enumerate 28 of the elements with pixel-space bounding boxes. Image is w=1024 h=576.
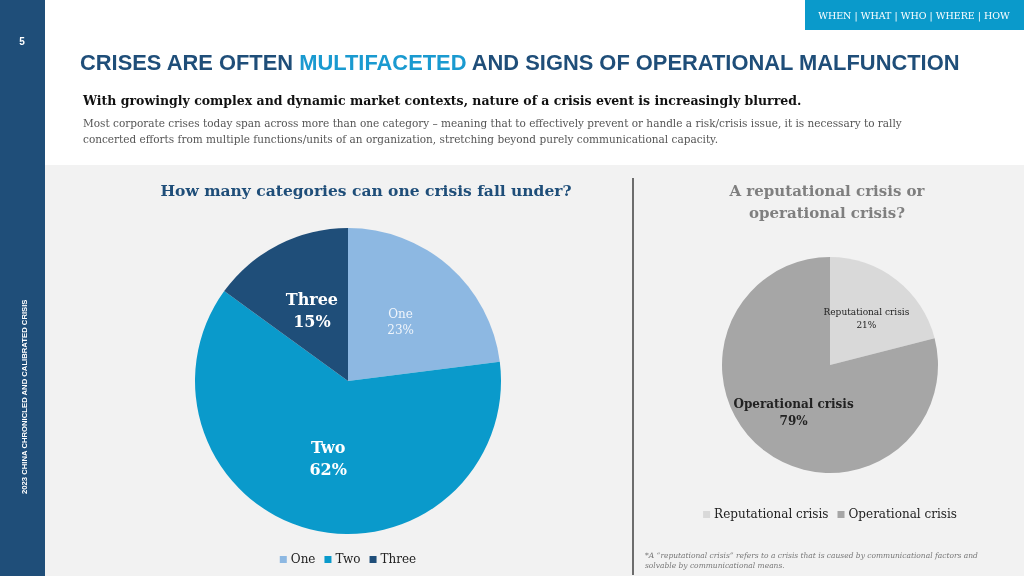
data-label: 21% xyxy=(856,319,877,330)
legend-label: Two xyxy=(335,552,361,566)
pie-slice xyxy=(224,228,348,381)
data-label: 62% xyxy=(309,459,347,479)
slice-label: Two xyxy=(310,438,346,458)
slice-label: Three xyxy=(285,290,339,310)
data-label: 23% xyxy=(387,322,414,337)
slice-label: One xyxy=(388,306,413,321)
pie-slice xyxy=(348,228,500,381)
text: Most corporate crises today span across more than one category – meaning that to effectively prevent or handle a risk/crisis issue, it is necessary to rally concerted efforts from multiple functions/units of an organization, stretching beyond purely communicational capacity. xyxy=(83,117,902,145)
slice-label: Reputational crisis xyxy=(823,307,910,318)
pie-slice xyxy=(195,291,501,534)
chart-title: A reputational crisis or operational crisis? xyxy=(728,182,926,222)
data-label: 15% xyxy=(293,311,331,331)
slice-label: Operational crisis xyxy=(733,397,854,412)
text: WHEN | WHAT | WHO | WHERE | HOW xyxy=(818,10,1011,22)
text: MULTIFACETED xyxy=(299,50,467,75)
legend-label: Operational crisis xyxy=(848,507,957,521)
data-label: 79% xyxy=(779,413,809,428)
text: AND SIGNS OF OPERATIONAL MALFUNCTION xyxy=(466,50,960,75)
legend-label: One xyxy=(290,552,316,566)
text: 5 xyxy=(19,36,26,47)
chart-title: How many categories can one crisis fall under? xyxy=(160,181,572,200)
text: With growingly complex and dynamic market contexts, nature of a crisis event is increasingly blurred. xyxy=(82,93,802,108)
legend-label: Three xyxy=(380,552,417,566)
legend-label: Reputational crisis xyxy=(714,507,829,521)
pie-slice xyxy=(722,257,938,473)
text: CRISES ARE OFTEN xyxy=(80,50,300,75)
